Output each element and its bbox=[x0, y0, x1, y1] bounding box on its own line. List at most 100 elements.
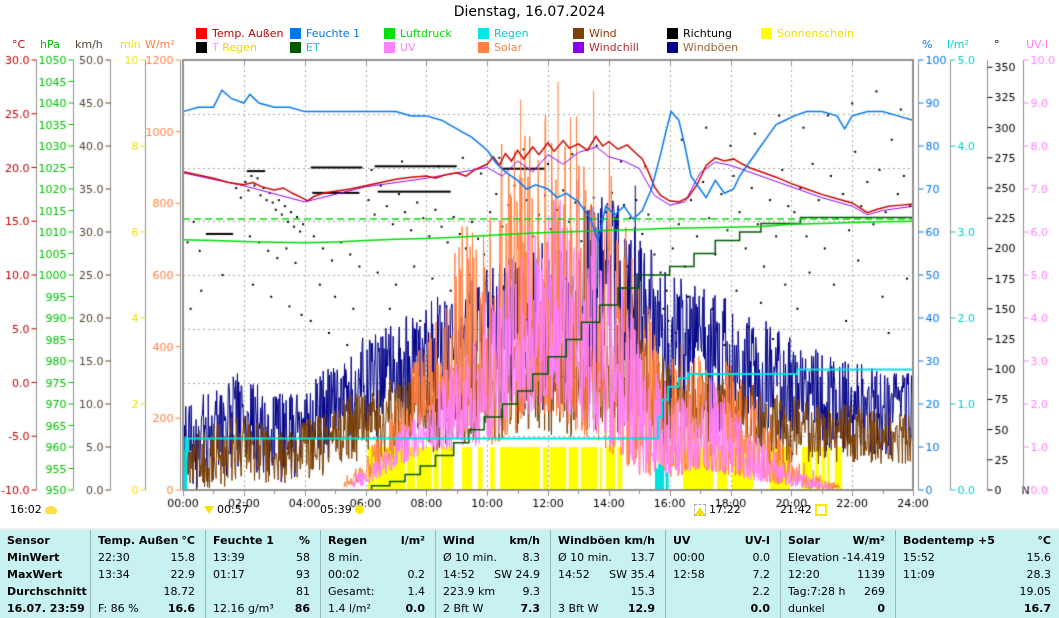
stat-label: 00:02 bbox=[328, 568, 360, 581]
stat-label: F: 86 % bbox=[98, 602, 139, 615]
stat-cell-solar-row0: Solar W/m² bbox=[781, 533, 894, 550]
stat-cell-regen-row2: 00:02 0.2 bbox=[321, 567, 434, 584]
stat-value: km/h bbox=[509, 534, 540, 547]
moon_time-time: 16:02 bbox=[10, 503, 42, 516]
legend-item-temp-aussen: Temp. Außen bbox=[196, 27, 283, 40]
axis-unit-c: °C bbox=[12, 38, 26, 51]
stat-cell-wind-row1: Ø 10 min. 8.3 bbox=[436, 550, 549, 567]
stat-label: Temp. Außen bbox=[98, 534, 179, 547]
legend-item-luftdruck: Luftdruck bbox=[384, 27, 452, 40]
legend-label-windchill: Windchill bbox=[589, 41, 639, 54]
stat-label: MaxWert bbox=[7, 568, 63, 581]
legend-label-et: ET bbox=[306, 41, 320, 54]
stat-column-wind: Wind km/h Ø 10 min. 8.3 14:52 SW 24.9 223.9 km… bbox=[435, 530, 549, 618]
stat-label: 16.07. 23:59 bbox=[7, 602, 85, 615]
stat-label: 01:17 bbox=[213, 568, 245, 581]
stat-value: 1.4 bbox=[407, 585, 426, 598]
stat-value: -14.419 bbox=[842, 551, 885, 564]
stat-label: Ø 10 min. bbox=[558, 551, 612, 564]
stat-value: 22.9 bbox=[170, 568, 196, 581]
stat-label: Sensor bbox=[7, 534, 50, 547]
stat-column-feuchte-1: Feuchte 1% 13:39 58 01:17 93 81 12.16 g/m³ 86 bbox=[205, 530, 319, 618]
legend-item-et: ET bbox=[290, 41, 320, 54]
stat-cell-sensor-row3: Durchschnitt bbox=[0, 584, 88, 601]
legend-item-uv: UV bbox=[384, 41, 416, 54]
stat-cell-wind-row0: Wind km/h bbox=[436, 533, 549, 550]
stat-cell-windboen-row3: 15.3 bbox=[551, 584, 664, 601]
windchill-swatch-icon bbox=[573, 42, 584, 53]
stat-value: 0.2 bbox=[407, 568, 426, 581]
stat-column-sensor: Sensor MinWert MaxWert Durchschnitt 16.07. 2… bbox=[0, 530, 88, 618]
stat-value: UV-I bbox=[744, 534, 770, 547]
sunrise-dot-icon bbox=[354, 505, 364, 514]
moon-icon bbox=[44, 505, 57, 514]
legend-item-richtung: Richtung bbox=[667, 27, 732, 40]
stat-label: 14:52 bbox=[443, 568, 475, 581]
stat-value: 0 bbox=[877, 602, 885, 615]
stat-value: 8.3 bbox=[522, 551, 541, 564]
uv-swatch-icon bbox=[384, 42, 395, 53]
stat-label: 1.4 l/m² bbox=[328, 602, 371, 615]
legend-item-windboen: Windböen bbox=[667, 41, 738, 54]
legend-item-solar: Solar bbox=[478, 41, 522, 54]
stat-cell-uv-row2: 12:58 7.2 bbox=[666, 567, 779, 584]
richtung-swatch-icon bbox=[667, 28, 678, 39]
stat-value: 0.0 bbox=[405, 602, 426, 615]
sunrise-time: 05:39 bbox=[320, 503, 352, 516]
stat-column-uv: UV UV-I 00:00 0.0 12:58 7.2 2.2 0.0 bbox=[665, 530, 779, 618]
stat-cell-regen-row1: 8 min. bbox=[321, 550, 434, 567]
axis-unit-hpa: hPa bbox=[40, 38, 60, 51]
stat-value: 15.8 bbox=[170, 551, 196, 564]
stat-label: 12.16 g/m³ bbox=[213, 602, 274, 615]
stat-value: 13.7 bbox=[630, 551, 656, 564]
stat-value: 16.7 bbox=[1023, 602, 1051, 615]
stat-label: Regen bbox=[328, 534, 368, 547]
axis-unit-: ° bbox=[994, 38, 1000, 51]
stat-cell-feuchte-1-row3: 81 bbox=[206, 584, 319, 601]
stat-label: Elevation bbox=[788, 551, 840, 564]
stat-value: l/m² bbox=[400, 534, 425, 547]
moonset-time: 00:57 bbox=[217, 503, 249, 516]
stat-cell-windboen-row4: 3 Bft W 12.9 bbox=[551, 601, 664, 618]
stat-label: 00:00 bbox=[673, 551, 705, 564]
legend-label-wind: Wind bbox=[589, 27, 617, 40]
stat-cell-wind-row3: 223.9 km 9.3 bbox=[436, 584, 549, 601]
moonrise-annotation: 17:22 bbox=[694, 503, 741, 516]
stat-label: 22:30 bbox=[98, 551, 130, 564]
stat-cell-feuchte-1-row1: 13:39 58 bbox=[206, 550, 319, 567]
stat-value: 16.6 bbox=[167, 602, 195, 615]
legend-item-t-regen: T Regen bbox=[196, 41, 257, 54]
stat-label: Feuchte 1 bbox=[213, 534, 274, 547]
axis-unit-: % bbox=[922, 38, 933, 51]
stat-label: 11:09 bbox=[903, 568, 935, 581]
stat-label: 13:34 bbox=[98, 568, 130, 581]
stat-column-windboen: Windböen km/h Ø 10 min. 13.7 14:52 SW 35.4 15.… bbox=[550, 530, 664, 618]
legend-label-temp-aussen: Temp. Außen bbox=[212, 27, 284, 40]
stat-value: W/m² bbox=[852, 534, 885, 547]
stat-label: Windböen bbox=[558, 534, 621, 547]
stat-cell-regen-row3: Gesamt: 1.4 bbox=[321, 584, 434, 601]
stat-label: 8 min. bbox=[328, 551, 363, 564]
stat-cell-feuchte-1-row0: Feuchte 1% bbox=[206, 533, 319, 550]
stat-cell-feuchte-1-row4: 12.16 g/m³ 86 bbox=[206, 601, 319, 618]
stat-label: 14:52 bbox=[558, 568, 590, 581]
weather-chart-canvas[interactable] bbox=[0, 55, 1059, 528]
stat-value: 15.3 bbox=[630, 585, 656, 598]
stat-cell-temp-aussen-row3: 18.72 bbox=[91, 584, 204, 601]
sunset-annotation: 21:42 bbox=[780, 503, 827, 516]
sunrise-annotation: 05:39 bbox=[320, 503, 364, 516]
stat-cell-sensor-row0: Sensor bbox=[0, 533, 88, 550]
moonrise-time: 17:22 bbox=[709, 503, 741, 516]
stat-value: °C bbox=[1037, 534, 1051, 547]
temp-aussen-swatch-icon bbox=[196, 28, 207, 39]
legend-item-feuchte-1: Feuchte 1 bbox=[290, 27, 360, 40]
sunset-time: 21:42 bbox=[780, 503, 812, 516]
stat-value: 0.0 bbox=[752, 551, 771, 564]
stat-label: UV bbox=[673, 534, 691, 547]
stat-cell-temp-aussen-row0: Temp. Außen °C bbox=[91, 533, 204, 550]
page-title: Dienstag, 16.07.2024 bbox=[453, 4, 606, 20]
legend-item-sonnenschein: Sonnenschein bbox=[761, 27, 854, 40]
stat-cell-temp-aussen-row4: F: 86 % 16.6 bbox=[91, 601, 204, 618]
legend-label-sonnenschein: Sonnenschein bbox=[777, 27, 854, 40]
